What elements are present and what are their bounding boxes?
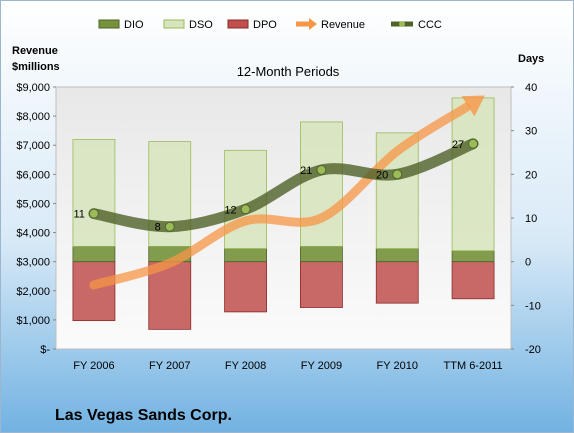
ccc-data-label: 20	[376, 169, 388, 181]
ccc-point	[468, 138, 479, 149]
ccc-point	[164, 221, 175, 232]
legend-swatch-arrowhead	[309, 18, 317, 30]
ccc-data-label: 27	[452, 139, 464, 151]
dpo-bar	[224, 261, 267, 313]
x-tick-label: FY 2007	[149, 360, 190, 372]
right-tick-label: -10	[525, 300, 541, 312]
left-tick-label: $4,000	[16, 228, 50, 240]
x-tick-label: FY 2008	[225, 360, 266, 372]
left-tick-label: $7,000	[16, 140, 50, 152]
revenue-arrowhead	[461, 95, 485, 117]
left-tick-label: $2,000	[16, 286, 50, 298]
left-tick-label: $3,000	[16, 257, 50, 269]
company-name: Las Vegas Sands Corp.	[55, 407, 232, 424]
bars-group	[72, 97, 495, 330]
dio-bar	[224, 248, 267, 263]
dso-bar	[451, 97, 495, 252]
left-tick-label: $9,000	[16, 82, 50, 94]
legend-swatch-marker	[399, 21, 405, 27]
lines-group: 11 8 12 21 20 27	[73, 95, 485, 290]
left-tick-label: $-	[40, 344, 50, 356]
dpo-bar	[72, 261, 116, 322]
right-tick-label: -20	[525, 344, 541, 356]
ccc-point	[240, 204, 251, 215]
ccc-point	[88, 208, 99, 219]
x-tick-label: TTM 6-2011	[444, 360, 503, 372]
legend: DIO DSO DPO Revenue CCC	[98, 18, 442, 31]
dpo-bar	[451, 261, 495, 300]
right-tick-label: 30	[525, 126, 537, 138]
right-tick-label: 40	[525, 82, 537, 94]
ccc-data-label: 11	[73, 209, 84, 221]
dpo-bar	[300, 261, 343, 308]
legend-label: DPO	[253, 19, 277, 31]
dso-bar	[72, 138, 116, 247]
legend-swatch	[98, 19, 120, 29]
left-tick-label: $1,000	[16, 315, 50, 327]
x-tick-label: FY 2010	[377, 360, 418, 372]
legend-label: DIO	[124, 19, 144, 31]
ccc-point	[316, 164, 327, 175]
right-tick-label: 0	[525, 257, 531, 269]
x-tick-label: FY 2009	[301, 360, 342, 372]
right-axis-title: Days	[518, 53, 544, 65]
right-tick-label: 10	[525, 213, 537, 225]
left-axis-title-line2: $millions	[12, 61, 60, 73]
left-tick-label: $5,000	[16, 198, 50, 210]
dio-bar	[451, 250, 495, 263]
dso-bar	[300, 121, 343, 247]
legend-label: Revenue	[321, 19, 365, 31]
revenue-line	[89, 102, 471, 290]
left-tick-label: $8,000	[16, 111, 50, 123]
legend-swatch	[163, 19, 185, 29]
dpo-bar	[375, 261, 419, 304]
left-axis-title-line1: Revenue	[12, 45, 58, 57]
dio-bar	[72, 245, 116, 263]
ccc-data-label: 12	[224, 204, 236, 216]
dio-bar	[375, 248, 419, 263]
legend-label: DSO	[189, 19, 213, 31]
axes-group: $- $1,000 $2,000 $3,000 $4,000 $5,000 $6,000 $7…	[16, 82, 541, 372]
legend-label: CCC	[418, 19, 442, 31]
ccc-data-label: 21	[300, 165, 312, 177]
x-tick-label: FY 2006	[73, 360, 114, 372]
left-tick-label: $6,000	[16, 169, 50, 181]
ccc-point	[392, 169, 403, 180]
ccc-data-label: 8	[155, 222, 161, 234]
dio-bar	[300, 245, 343, 263]
right-tick-label: 20	[525, 169, 537, 181]
legend-swatch	[227, 19, 249, 29]
chart-subtitle: 12-Month Periods	[237, 64, 340, 79]
